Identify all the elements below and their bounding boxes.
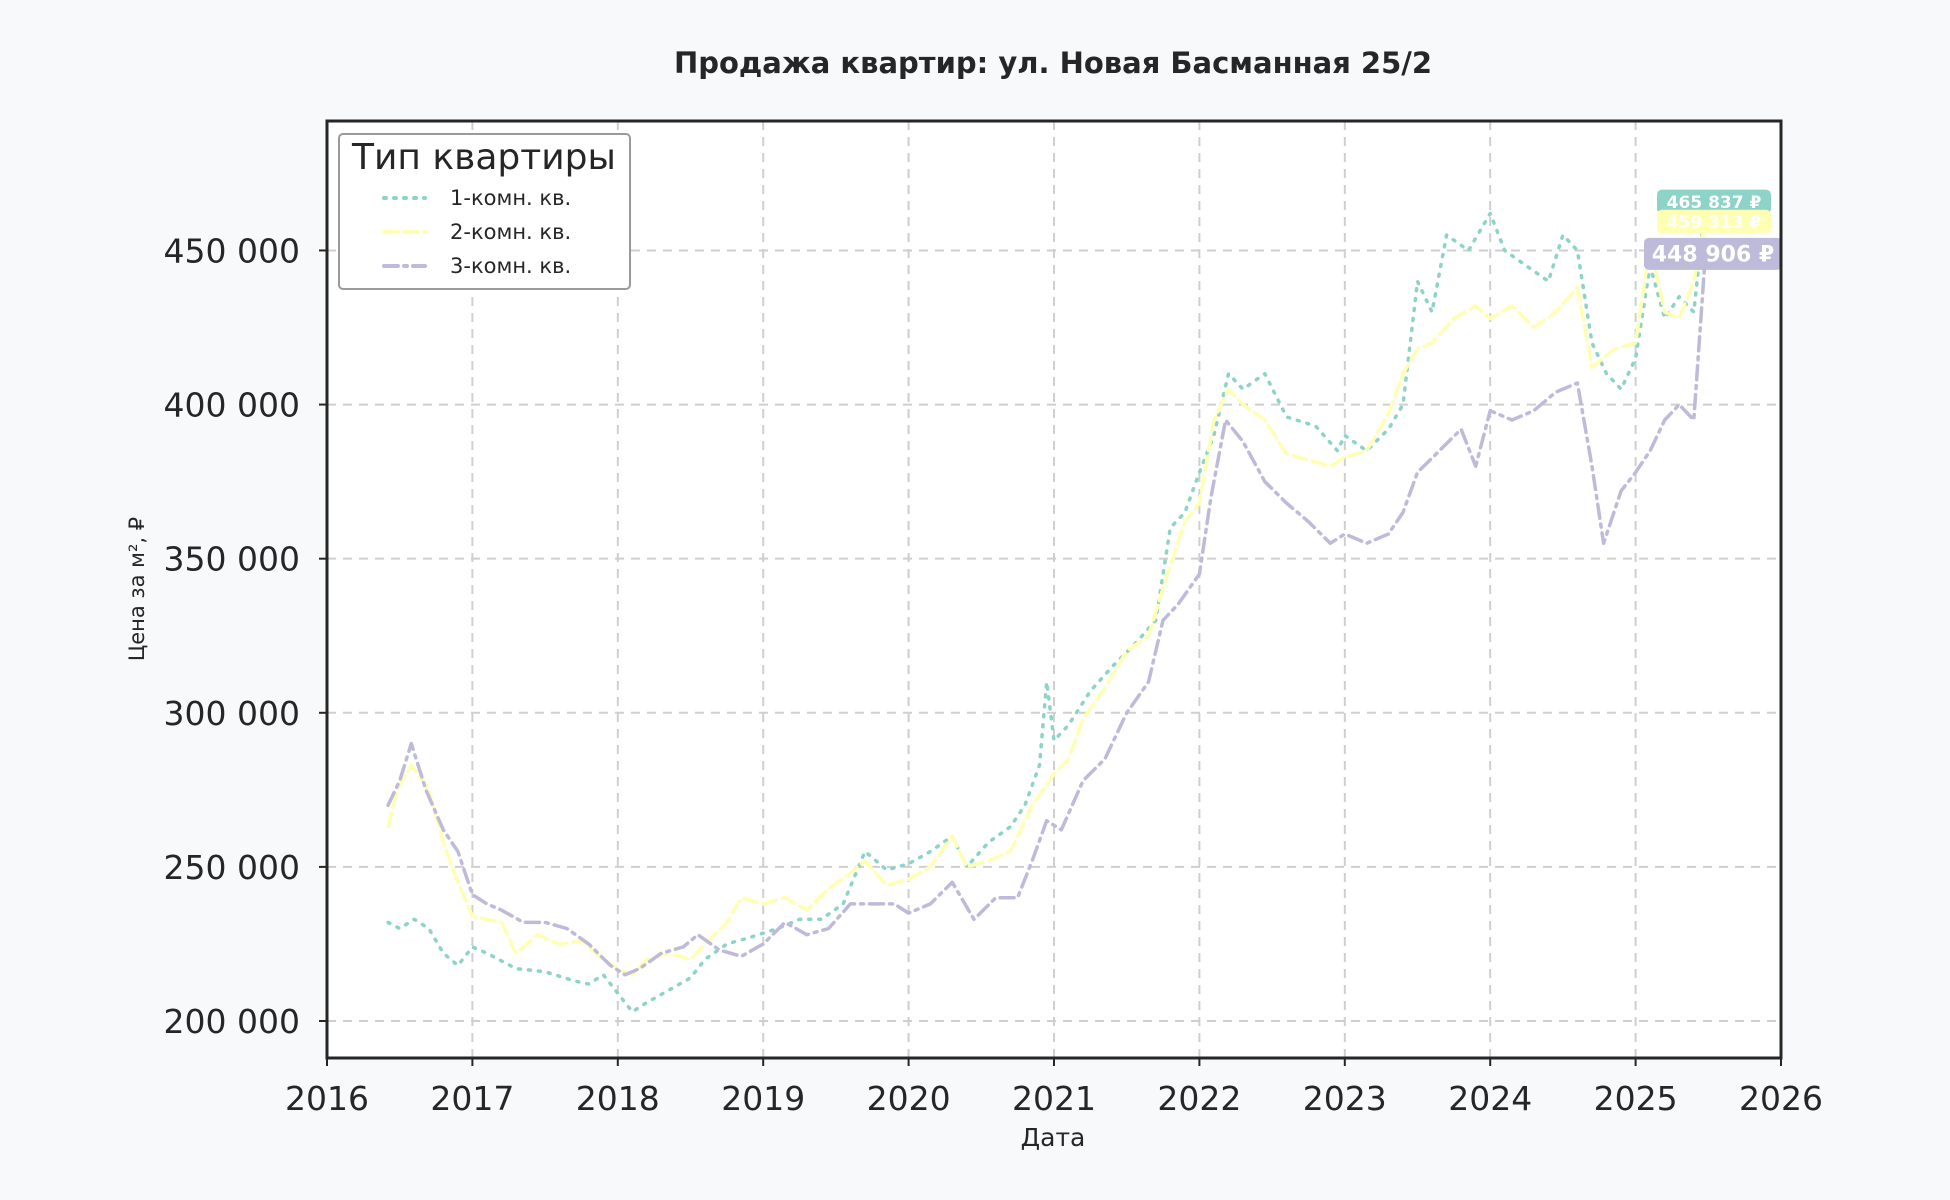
y-tick-label: 300 000 — [164, 694, 300, 733]
end-label-box-3 — [1644, 237, 1782, 270]
legend-title: Тип квартиры — [351, 137, 616, 178]
x-tick-label: 2024 — [1448, 1079, 1532, 1118]
series-line-3 — [386, 252, 1708, 977]
x-tick-label: 2025 — [1594, 1079, 1678, 1118]
legend-label-3: 3-комн. кв. — [450, 254, 571, 278]
end-label-3: 448 906 ₽ — [1652, 243, 1774, 268]
y-tick-label: 200 000 — [164, 1002, 300, 1041]
x-tick-label: 2022 — [1157, 1079, 1241, 1118]
y-tick-label: 350 000 — [164, 540, 300, 579]
y-axis-ticks: 200 000 250 000 300 000 350 000 400 000 450 0… — [164, 231, 327, 1041]
legend: Тип квартиры 1-комн. кв. 2-комн. кв. 3-ком… — [338, 133, 631, 290]
x-axis-label: Дата — [1021, 1123, 1086, 1152]
end-label-box-2 — [1657, 209, 1771, 234]
y-tick-label: 400 000 — [164, 386, 300, 425]
series-line-1 — [386, 199, 1708, 1014]
x-axis-ticks: 2016 2017 2018 2019 2020 2021 2022 2023 2024 2025… — [285, 1058, 1823, 1118]
x-tick-label: 2017 — [430, 1079, 514, 1118]
end-label-box-1 — [1657, 189, 1771, 214]
legend-box — [338, 133, 631, 290]
x-tick-label: 2019 — [721, 1079, 805, 1118]
y-tick-label: 250 000 — [164, 848, 300, 887]
end-label-2: 459 313 ₽ — [1667, 213, 1762, 233]
legend-entries: 1-комн. кв. 2-комн. кв. 3-комн. кв. — [382, 186, 571, 278]
series-layer — [386, 199, 1708, 1014]
legend-label-2: 2-комн. кв. — [450, 220, 571, 244]
x-tick-label: 2018 — [576, 1079, 660, 1118]
legend-label-1: 1-комн. кв. — [450, 186, 571, 210]
chart-title: Продажа квартир: ул. Новая Басманная 25/… — [674, 46, 1432, 80]
end-label-1: 465 837 ₽ — [1667, 193, 1762, 213]
x-tick-label: 2026 — [1739, 1079, 1823, 1118]
x-tick-label: 2023 — [1303, 1079, 1387, 1118]
x-tick-label: 2016 — [285, 1079, 369, 1118]
x-tick-label: 2021 — [1012, 1079, 1096, 1118]
y-tick-label: 450 000 — [164, 231, 300, 270]
end-labels: 465 837 ₽459 313 ₽ 448 906 ₽ — [1644, 189, 1782, 270]
x-tick-label: 2020 — [867, 1079, 951, 1118]
y-axis-label: Цена за м², ₽ — [125, 517, 149, 661]
